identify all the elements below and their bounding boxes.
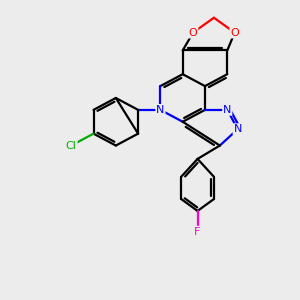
Text: O: O xyxy=(230,28,239,38)
Text: Cl: Cl xyxy=(66,140,77,151)
Text: N: N xyxy=(156,105,165,115)
Text: N: N xyxy=(223,105,232,115)
Text: N: N xyxy=(233,124,242,134)
Text: F: F xyxy=(194,227,201,237)
Text: O: O xyxy=(189,28,197,38)
